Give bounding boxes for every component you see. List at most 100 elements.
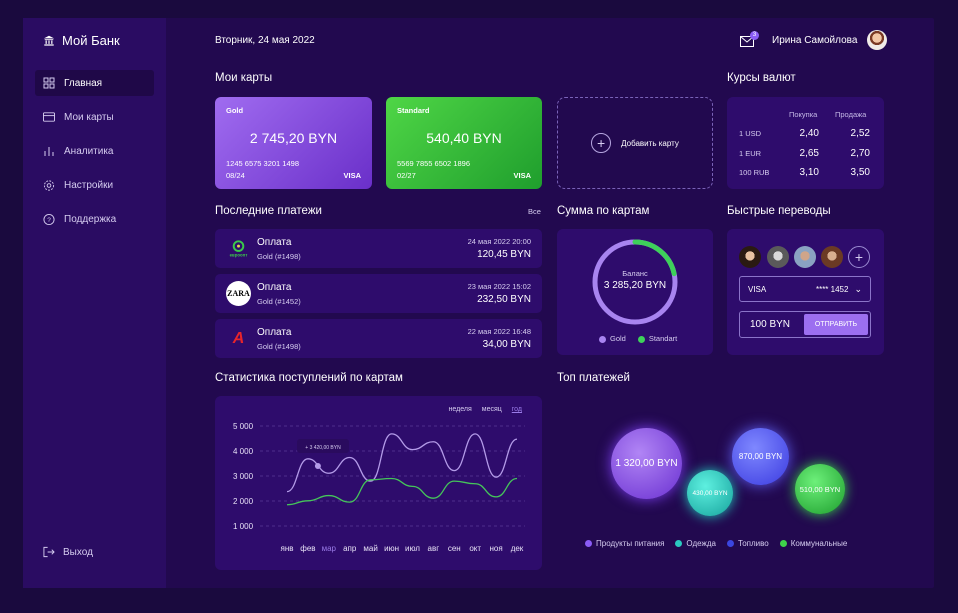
bubble-clothes[interactable]: 430,00 BYN: [687, 470, 733, 516]
evroopt-logo: евроопт: [226, 236, 251, 261]
y-tick-label: 4 000: [233, 447, 254, 456]
sum-panel: Баланс 3 285,20 BYN Gold Standart: [557, 229, 713, 355]
azs-logo: A: [226, 326, 251, 351]
sidebar-item-support[interactable]: ? Поддержка: [35, 206, 154, 232]
card-expiry: 02/27: [397, 171, 416, 180]
amount-field[interactable]: 100 BYN: [739, 311, 871, 338]
payment-card: Gold (#1498): [257, 252, 301, 261]
sidebar-item-home[interactable]: Главная: [35, 70, 154, 96]
card-amount: 2 745,20 BYN: [249, 130, 338, 146]
card-standard[interactable]: Standard 540,40 BYN 5569 7855 6502 1896 …: [386, 97, 542, 189]
quick-transfers-panel: + VISA **** 1452 ⌄ 100 BYN ОТПРАВИТЬ: [727, 229, 884, 355]
card-amount: 540,40 BYN: [426, 130, 502, 146]
legend-utilities: Коммунальные: [779, 539, 847, 548]
hover-marker[interactable]: [314, 463, 321, 469]
rate-buy: 3,10: [799, 166, 819, 178]
logout-label: Выход: [63, 546, 93, 558]
rate-row: 1 USD 2,40 2,52: [739, 126, 870, 140]
sidebar-item-label: Главная: [64, 77, 103, 89]
y-tick-label: 2 000: [233, 497, 254, 506]
bubble-utilities[interactable]: 510,00 BYN: [795, 464, 845, 514]
sidebar-item-settings[interactable]: Настройки: [35, 172, 154, 198]
payment-row[interactable]: A Оплата Gold (#1498) 22 мая 2022 16:48 …: [215, 319, 542, 358]
rate-sell: 3,50: [850, 166, 870, 178]
avatar[interactable]: [821, 246, 843, 268]
avatar[interactable]: [767, 246, 789, 268]
avatar[interactable]: [794, 246, 816, 268]
payment-date: 22 мая 2022 16:48: [467, 327, 531, 336]
mail-button[interactable]: 3: [740, 31, 759, 47]
rate-row: 100 RUB 3,10 3,50: [739, 165, 870, 179]
grid-icon: [43, 77, 55, 89]
x-tick-label[interactable]: авг: [428, 544, 440, 553]
x-tick-label[interactable]: июл: [405, 544, 420, 553]
avatar[interactable]: [739, 246, 761, 268]
rate-row: 1 EUR 2,65 2,70: [739, 146, 870, 160]
send-button[interactable]: ОТПРАВИТЬ: [804, 314, 868, 335]
payment-title: Оплата: [257, 327, 292, 338]
rates-sell-header: Продажа: [835, 110, 867, 119]
card-type: Standard: [397, 106, 430, 115]
user-name[interactable]: Ирина Самойлова: [772, 34, 858, 46]
chart-tooltip: [297, 439, 349, 453]
rates-panel: Покупка Продажа 1 USD 2,40 2,52 1 EUR 2,…: [727, 97, 884, 189]
sidebar-item-label: Мои карты: [64, 111, 114, 123]
y-tick-label: 5 000: [233, 422, 254, 431]
rate-currency: 100 RUB: [739, 167, 770, 177]
logout-button[interactable]: Выход: [43, 546, 93, 558]
x-tick-label[interactable]: янв: [281, 544, 294, 553]
chevron-down-icon: ⌄: [854, 283, 862, 294]
card-gold[interactable]: Gold 2 745,20 BYN 1245 6575 3201 1498 08…: [215, 97, 372, 189]
bubble-fuel[interactable]: 870,00 BYN: [732, 428, 789, 485]
payments-all-link[interactable]: Все: [528, 207, 541, 216]
x-tick-label[interactable]: мар: [322, 544, 337, 553]
card-select[interactable]: VISA **** 1452 ⌄: [739, 276, 871, 302]
card-brand: VISA: [513, 171, 531, 180]
add-card-label: Добавить карту: [621, 138, 679, 148]
rate-sell: 2,52: [850, 127, 870, 139]
sidebar-item-cards[interactable]: Мои карты: [35, 104, 154, 130]
app-name: Мой Банк: [62, 33, 120, 48]
logout-icon: [43, 546, 55, 558]
top-payments-legend: Продукты питания Одежда Топливо Коммунал…: [585, 539, 847, 548]
y-tick-label: 1 000: [233, 522, 254, 531]
rate-sell: 2,70: [850, 147, 870, 159]
x-tick-label[interactable]: ноя: [489, 544, 502, 553]
bubble-food[interactable]: 1 320,00 BYN: [611, 428, 682, 499]
x-tick-label[interactable]: июн: [384, 544, 399, 553]
income-line-chart: 5 000 4 000 3 000 2 000 1 000 янв фев мар апр май…: [233, 422, 525, 553]
add-recipient-button[interactable]: +: [848, 246, 870, 268]
add-card-button[interactable]: + Добавить карту: [557, 97, 713, 189]
avatar[interactable]: [867, 30, 888, 50]
payment-amount: 232,50 BYN: [477, 294, 531, 305]
app-logo[interactable]: Мой Банк: [43, 33, 120, 48]
x-tick-label[interactable]: май: [363, 544, 377, 553]
legend-gold: Gold: [599, 334, 626, 343]
tab-week[interactable]: неделя: [448, 406, 472, 413]
stats-panel: неделя месяц год 5 000 4 000 3 000 2 000 1 0…: [215, 396, 542, 570]
x-tick-label[interactable]: апр: [343, 544, 357, 553]
tab-year[interactable]: год: [511, 406, 522, 413]
chart-tooltip-text: + 3 420,00 BYN: [305, 445, 341, 451]
payment-row[interactable]: ZARA Оплата Gold (#1452) 23 мая 2022 15:…: [215, 274, 542, 313]
sum-label: Баланс: [622, 269, 648, 278]
payments-title: Последние платежи: [215, 205, 322, 217]
quick-transfers-title: Быстрые переводы: [727, 205, 831, 217]
x-tick-label[interactable]: окт: [469, 544, 481, 553]
plus-icon: +: [854, 249, 864, 265]
current-date: Вторник, 24 мая 2022: [215, 35, 315, 46]
payment-row[interactable]: евроопт Оплата Gold (#1498) 24 мая 2022 …: [215, 229, 542, 268]
x-tick-label[interactable]: дек: [511, 544, 524, 553]
plus-icon: +: [591, 133, 612, 153]
sidebar-item-analytics[interactable]: Аналитика: [35, 138, 154, 164]
x-tick-label[interactable]: фев: [300, 544, 315, 553]
x-tick-label[interactable]: сен: [448, 544, 461, 553]
amount-value: 100 BYN: [750, 319, 791, 330]
bank-icon: [43, 35, 55, 47]
mail-badge: 3: [750, 31, 759, 40]
tab-month[interactable]: месяц: [481, 406, 502, 413]
rate-buy: 2,40: [799, 127, 819, 139]
legend-fuel: Топливо: [726, 539, 769, 548]
sidebar-item-label: Аналитика: [64, 145, 114, 157]
svg-text:евроопт: евроопт: [230, 252, 248, 257]
